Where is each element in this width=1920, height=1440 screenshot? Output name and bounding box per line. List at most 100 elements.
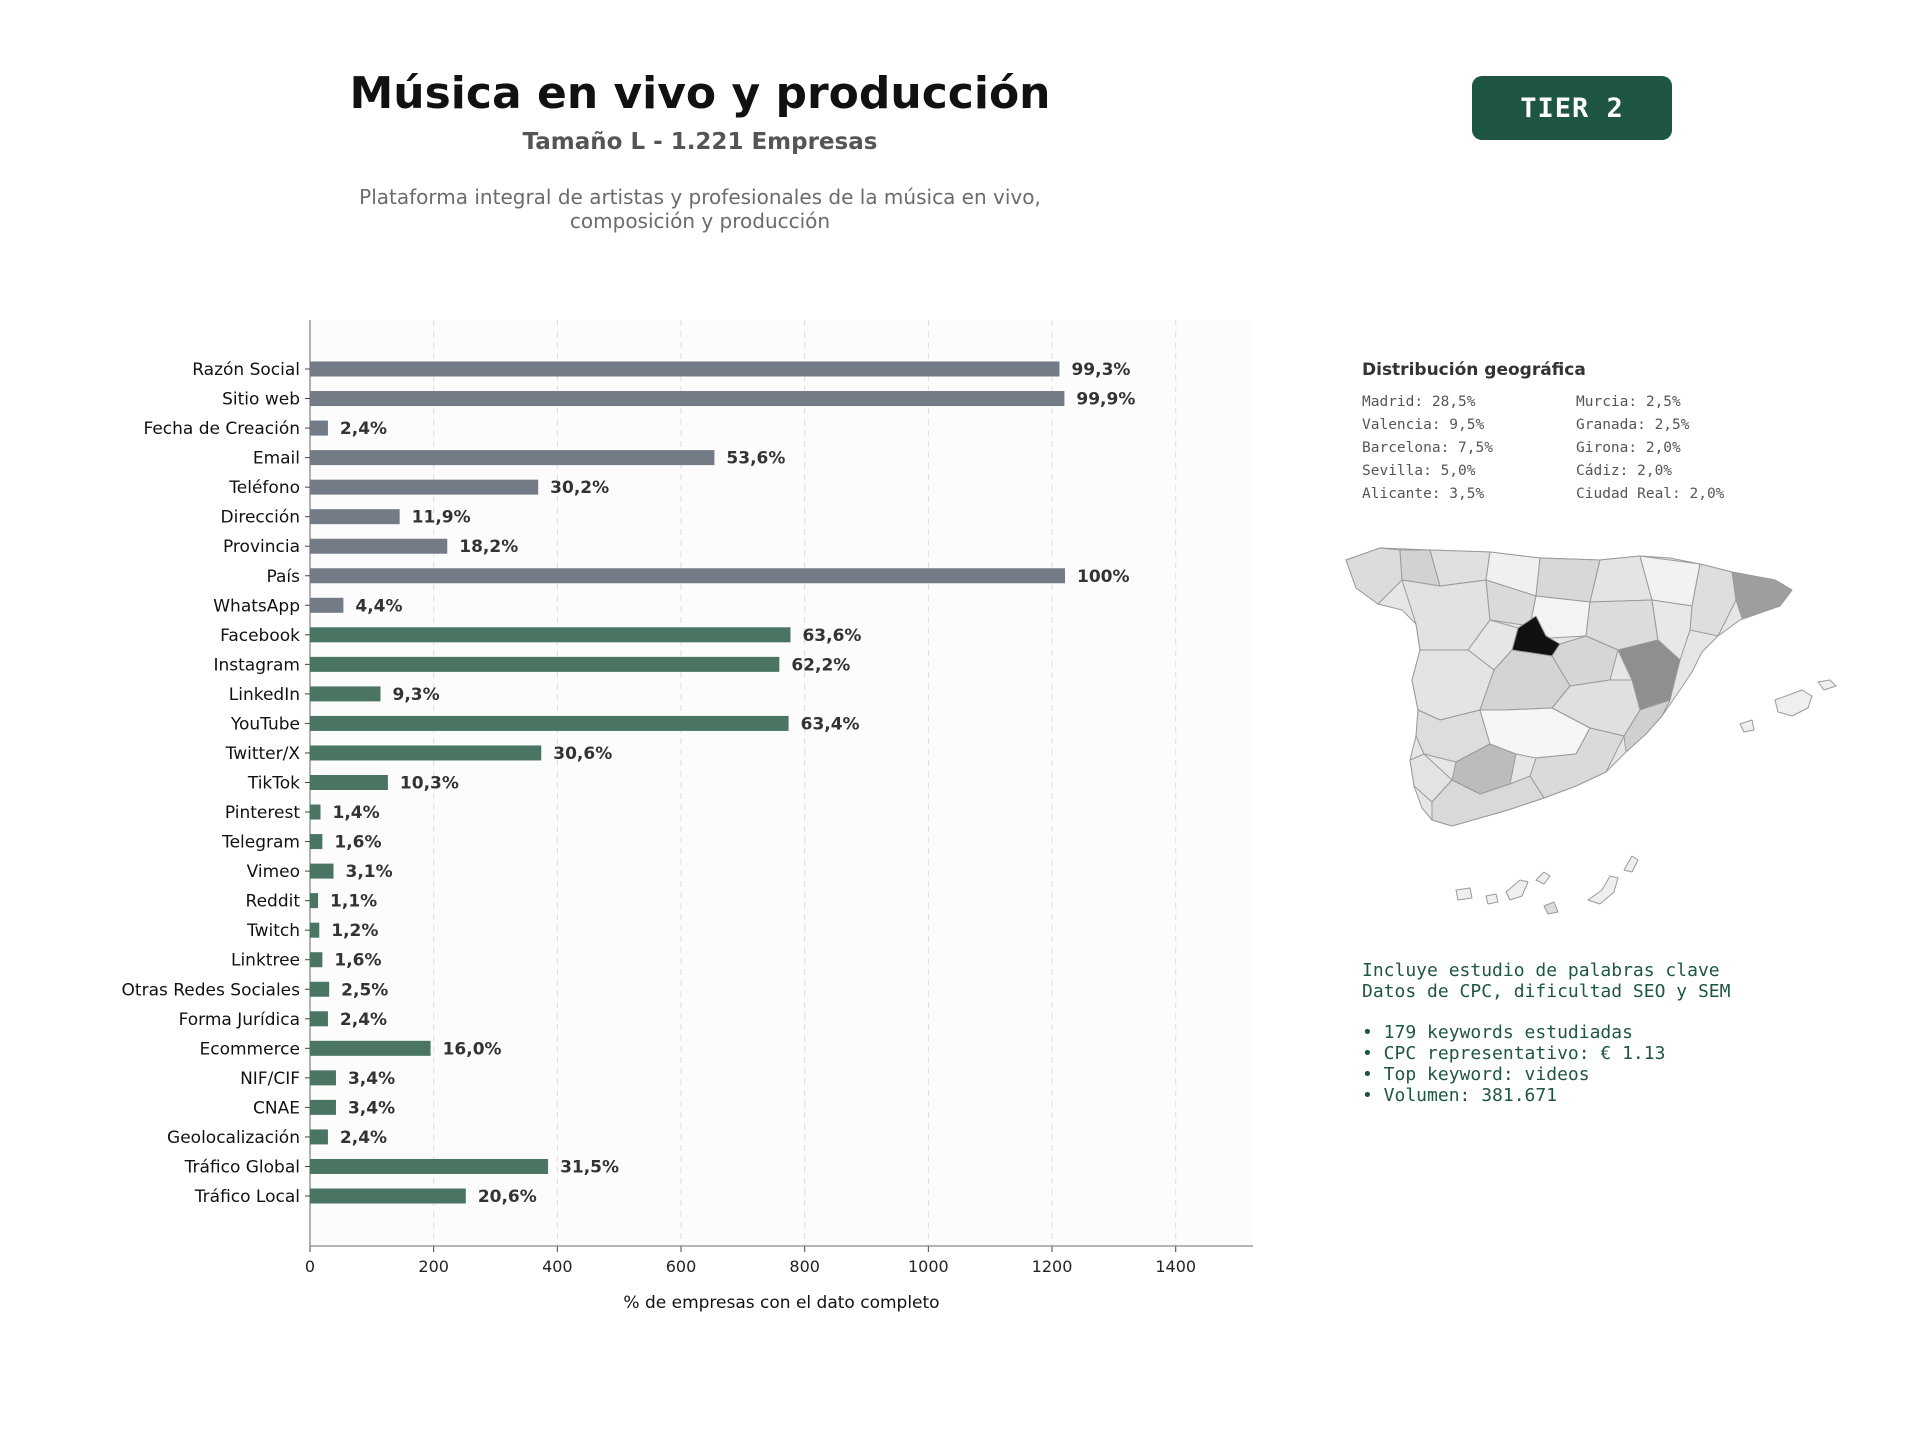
- bar: [310, 656, 780, 672]
- bar: [310, 1158, 549, 1174]
- description-line-2: composición y producción: [569, 209, 831, 233]
- category-label: Forma Jurídica: [179, 1010, 300, 1030]
- bar: [310, 981, 330, 997]
- data-label: 99,9%: [1076, 390, 1135, 410]
- category-label: Instagram: [214, 655, 301, 675]
- geo-distribution: Distribución geográfica Madrid: 28,5% Mu…: [1362, 360, 1842, 502]
- data-label: 99,3%: [1071, 360, 1130, 380]
- bar: [310, 450, 715, 466]
- geo-title: Distribución geográfica: [1362, 360, 1586, 380]
- data-label: 30,6%: [553, 744, 612, 764]
- x-tick-label: 200: [418, 1257, 449, 1276]
- geo-item: Valencia: 9,5%: [1362, 417, 1485, 433]
- bar: [310, 863, 334, 879]
- bar: [310, 922, 320, 938]
- geo-item: Barcelona: 7,5%: [1362, 440, 1493, 456]
- data-label: 63,4%: [801, 714, 860, 734]
- data-label: 11,9%: [412, 508, 471, 528]
- bar: [310, 361, 1060, 377]
- bar: [310, 952, 323, 968]
- data-label: 63,6%: [802, 626, 861, 646]
- data-label: 53,6%: [726, 449, 785, 469]
- data-label: 62,2%: [791, 655, 850, 675]
- data-label: 3,1%: [345, 862, 392, 882]
- data-label: 31,5%: [560, 1157, 619, 1177]
- category-label: CNAE: [253, 1098, 300, 1118]
- x-tick-label: 400: [542, 1257, 573, 1276]
- geo-item: Alicante: 3,5%: [1362, 486, 1485, 502]
- data-label: 10,3%: [400, 774, 459, 794]
- category-label: Telegram: [221, 833, 300, 853]
- bar: [310, 479, 539, 495]
- category-label: TikTok: [247, 774, 300, 794]
- data-label: 2,4%: [340, 1010, 387, 1030]
- category-label: Pinterest: [225, 803, 300, 823]
- data-label: 2,4%: [340, 1128, 387, 1148]
- category-label: NIF/CIF: [240, 1069, 300, 1089]
- keywords-line-2: Datos de CPC, dificultad SEO y SEM: [1362, 981, 1731, 1002]
- category-label: Dirección: [221, 508, 300, 528]
- x-axis-title: % de empresas con el dato completo: [623, 1293, 939, 1313]
- description-line-1: Plataforma integral de artistas y profes…: [359, 185, 1041, 209]
- data-label: 18,2%: [459, 537, 518, 557]
- bar: [310, 715, 789, 731]
- data-label: 1,6%: [334, 833, 381, 853]
- x-tick-label: 600: [666, 1257, 697, 1276]
- bar: [310, 391, 1065, 407]
- data-label: 1,1%: [330, 892, 377, 912]
- bar: [310, 686, 381, 702]
- data-label: 3,4%: [348, 1098, 395, 1118]
- data-label: 9,3%: [392, 685, 439, 705]
- bar: [310, 1011, 328, 1027]
- category-label: Fecha de Creación: [143, 419, 300, 439]
- x-tick-label: 1400: [1155, 1257, 1196, 1276]
- data-label: 30,2%: [550, 478, 609, 498]
- category-label: WhatsApp: [213, 596, 300, 616]
- data-label: 2,4%: [340, 419, 387, 439]
- geo-item: Sevilla: 5,0%: [1362, 463, 1476, 479]
- category-label: YouTube: [230, 714, 300, 734]
- bar: [310, 1040, 431, 1056]
- bar: [310, 804, 321, 820]
- category-label: País: [267, 567, 301, 587]
- category-label: Reddit: [246, 892, 301, 912]
- bar: [310, 893, 319, 909]
- page-description: Plataforma integral de artistas y profes…: [250, 185, 1150, 233]
- category-label: Sitio web: [222, 390, 300, 410]
- bar: [310, 509, 400, 525]
- data-label: 4,4%: [355, 596, 402, 616]
- data-label: 3,4%: [348, 1069, 395, 1089]
- data-label: 1,4%: [333, 803, 380, 823]
- page-subtitle: Tamaño L - 1.221 Empresas: [522, 129, 878, 155]
- geo-item: Cádiz: 2,0%: [1576, 463, 1673, 479]
- geo-item: Madrid: 28,5%: [1362, 394, 1476, 410]
- keywords-bullet: • Volumen: 381.671: [1362, 1085, 1558, 1106]
- category-label: Ecommerce: [200, 1039, 301, 1059]
- category-label: LinkedIn: [229, 685, 300, 705]
- data-label: 1,6%: [334, 951, 381, 971]
- category-label: Tráfico Global: [184, 1157, 300, 1177]
- category-label: Razón Social: [192, 360, 300, 380]
- category-label: Linktree: [231, 951, 300, 971]
- keywords-info: Incluye estudio de palabras clave Datos …: [1362, 960, 1730, 1106]
- data-label: 100%: [1077, 567, 1130, 587]
- bar: [310, 1070, 336, 1086]
- geo-item: Ciudad Real: 2,0%: [1576, 486, 1725, 502]
- x-tick-label: 1000: [908, 1257, 949, 1276]
- data-label: 16,0%: [443, 1039, 502, 1059]
- category-label: Twitch: [246, 921, 300, 941]
- bar: [310, 834, 323, 850]
- keywords-bullet: • Top keyword: videos: [1362, 1064, 1590, 1085]
- x-tick-label: 0: [305, 1257, 315, 1276]
- x-tick-label: 800: [789, 1257, 820, 1276]
- data-label: 1,2%: [331, 921, 378, 941]
- bar: [310, 1188, 466, 1204]
- category-label: Twitter/X: [225, 744, 301, 764]
- category-label: Geolocalización: [167, 1128, 300, 1148]
- category-label: Facebook: [220, 626, 300, 646]
- category-label: Provincia: [223, 537, 300, 557]
- geo-item: Girona: 2,0%: [1576, 440, 1681, 456]
- bar: [310, 568, 1066, 584]
- x-tick-label: 1200: [1032, 1257, 1073, 1276]
- category-label: Tráfico Local: [194, 1187, 300, 1207]
